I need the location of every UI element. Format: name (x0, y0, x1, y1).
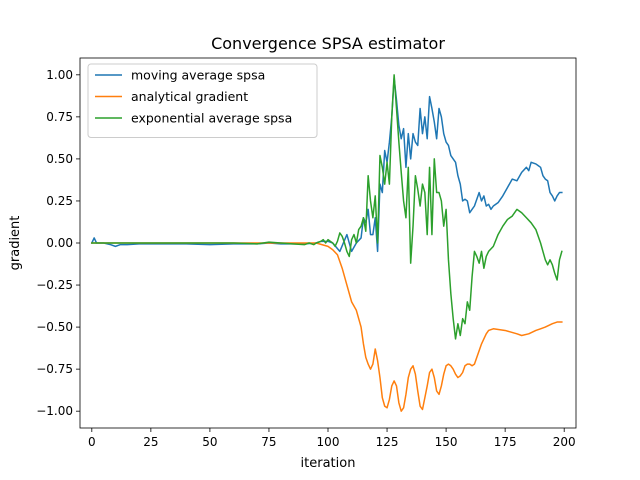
legend-box (87, 63, 318, 138)
x-tick-label: 50 (202, 435, 217, 449)
series-group (90, 74, 563, 412)
y-tick-label: 0.00 (46, 236, 73, 250)
y-tick-label: −0.75 (36, 362, 73, 376)
x-tick-label: 125 (376, 435, 399, 449)
x-tick-label: 75 (261, 435, 276, 449)
y-tick-label: 1.00 (46, 68, 73, 82)
x-tick-label: 100 (317, 435, 340, 449)
x-axis: 0 25 50 75 100 125 150 175 200 (88, 428, 576, 449)
x-tick-label: 175 (494, 435, 517, 449)
y-tick-label: 0.25 (46, 194, 73, 208)
series-line-2 (91, 242, 563, 412)
y-tick-label: 0.50 (46, 152, 73, 166)
y-tick-label: −1.00 (36, 404, 73, 418)
x-tick-label: 150 (435, 435, 458, 449)
y-axis: 1.00 0.75 0.50 0.25 0.00 −0.25 −0.50 −0.75 −1.00 (36, 68, 80, 418)
legend: moving average spsa analytical gradient ex… (87, 63, 318, 138)
y-tick-label: 0.75 (46, 110, 73, 124)
y-tick-label: −0.25 (36, 278, 73, 292)
y-tick-label: −0.50 (36, 320, 73, 334)
x-axis-label: iteration (301, 456, 356, 471)
x-tick-label: 200 (553, 435, 576, 449)
legend-label-1: moving average spsa (131, 68, 265, 83)
plot-area (90, 74, 563, 412)
legend-label-3: exponential average spsa (131, 111, 292, 126)
x-tick-label: 25 (143, 435, 158, 449)
x-tick-label: 0 (88, 435, 96, 449)
legend-label-2: analytical gradient (131, 89, 248, 104)
series-line-3 (91, 74, 563, 340)
chart-title: Convergence SPSA estimator (211, 34, 445, 53)
y-axis-label: gradient (8, 216, 23, 271)
